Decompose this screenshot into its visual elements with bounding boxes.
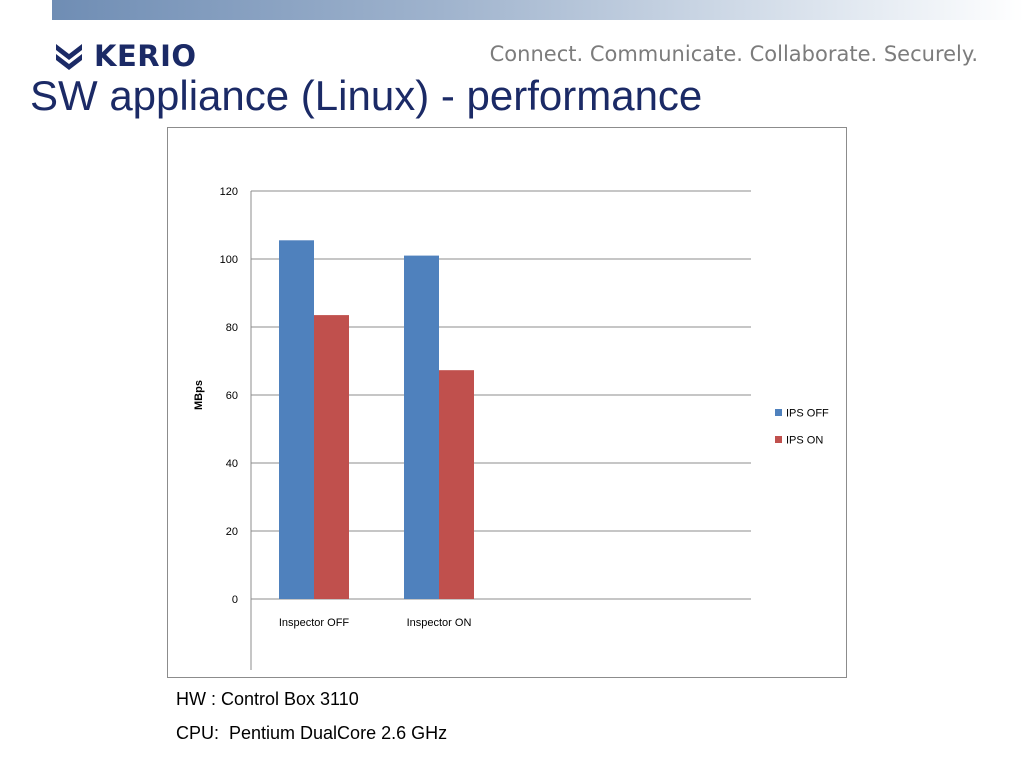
- y-tick-label: 100: [220, 254, 238, 266]
- legend-label: IPS ON: [786, 435, 823, 447]
- y-tick-label: 60: [226, 390, 238, 402]
- caption-cpu: CPU: Pentium DualCore 2.6 GHz: [176, 723, 448, 743]
- y-tick-label: 120: [220, 186, 238, 198]
- bar-ips-on: [439, 370, 474, 599]
- y-tick-label: 40: [226, 458, 238, 470]
- y-tick-label: 0: [232, 594, 238, 606]
- caption-hardware: HW : Control Box 3110: [176, 689, 359, 709]
- kerio-logo: KERIO: [52, 38, 197, 74]
- slide-title: SW appliance (Linux) - performance: [30, 72, 703, 119]
- bar-ips-off: [279, 240, 314, 600]
- x-tick-label: Inspector ON: [407, 617, 472, 629]
- legend-label: IPS OFF: [786, 408, 829, 420]
- y-tick-label: 20: [226, 526, 238, 538]
- header-gradient-band: [52, 0, 1024, 20]
- chart-frame: 0 20 40 60 80 100 120 MBps Inspector OFF Inspecto…: [167, 127, 847, 678]
- bar-chart: 0 20 40 60 80 100 120 MBps Inspector OFF Inspecto…: [193, 186, 829, 670]
- legend-swatch: [775, 409, 782, 416]
- bar-ips-on: [314, 315, 349, 599]
- y-tick-label: 80: [226, 322, 238, 334]
- legend-swatch: [775, 436, 782, 443]
- y-axis-title: MBps: [193, 380, 205, 410]
- kerio-chevron-icon: [56, 44, 82, 70]
- x-tick-label: Inspector OFF: [279, 617, 350, 629]
- tagline: Connect. Communicate. Collaborate. Secur…: [489, 42, 978, 66]
- bar-ips-off: [404, 255, 439, 599]
- logo-text: KERIO: [94, 39, 197, 73]
